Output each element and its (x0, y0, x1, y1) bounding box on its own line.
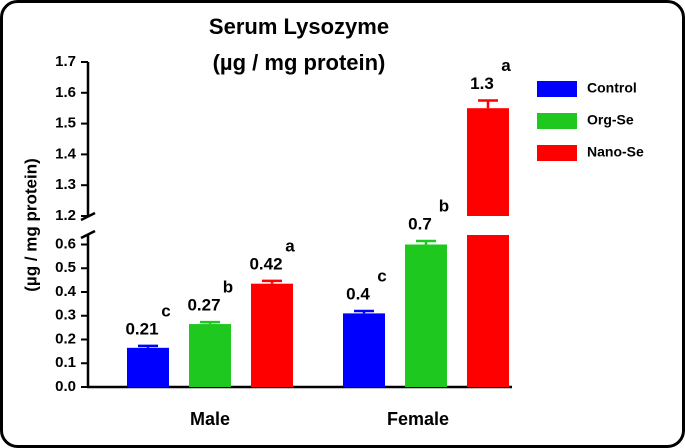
error-bar (138, 344, 158, 348)
y-tick-label: 0.4 (55, 283, 77, 300)
significance-letter: b (439, 196, 449, 215)
y-tick-label: 0.6 (55, 235, 76, 252)
y-tick-label: 0.3 (55, 307, 76, 324)
bar (467, 108, 509, 216)
significance-letter: c (161, 301, 170, 320)
x-tick-label: Male (190, 409, 230, 429)
error-bar (478, 99, 498, 109)
printed-value: 0.27 (187, 296, 220, 315)
printed-value: 1.3 (470, 74, 494, 93)
error-bar (200, 320, 220, 325)
printed-value: 0.4 (346, 284, 370, 303)
y-tick-label: 1.2 (55, 207, 76, 224)
y-tick-label: 1.4 (55, 145, 77, 162)
y-tick-label: 0.1 (55, 354, 76, 371)
legend-swatch (537, 81, 577, 97)
printed-value: 0.7 (408, 214, 432, 233)
legend-swatch (537, 145, 577, 161)
y-tick-label: 0.0 (55, 378, 76, 395)
y-tick-label: 1.5 (55, 115, 76, 132)
y-tick-label: 1.7 (55, 53, 76, 70)
x-tick-label: Female (387, 409, 449, 429)
y-tick-label: 0.2 (55, 330, 76, 347)
bar (251, 283, 293, 387)
y-tick-label: 1.6 (55, 84, 76, 101)
printed-value: 0.21 (125, 319, 158, 338)
legend-swatch (537, 113, 577, 129)
printed-value: 0.42 (249, 254, 282, 273)
bar (189, 324, 231, 387)
significance-letter: b (223, 278, 233, 297)
significance-letter: a (285, 236, 295, 255)
bar (127, 347, 169, 387)
y-axis-label: (µg / mg protein) (21, 158, 40, 292)
significance-letter: a (501, 56, 511, 75)
legend-label: Control (587, 80, 637, 96)
bar (343, 313, 385, 387)
error-bar (354, 309, 374, 314)
bar (405, 244, 447, 387)
legend-label: Org-Se (587, 112, 634, 128)
y-tick-label: 0.5 (55, 259, 76, 276)
significance-letter: c (377, 266, 386, 285)
error-bar (262, 279, 282, 284)
error-bar (416, 239, 436, 245)
y-tick-label: 1.3 (55, 176, 76, 193)
chart-title: Serum Lysozyme (209, 14, 389, 39)
chart-subtitle: (µg / mg protein) (213, 50, 386, 75)
axis-break (80, 229, 96, 240)
legend-label: Nano-Se (587, 144, 644, 160)
bar (467, 235, 509, 387)
